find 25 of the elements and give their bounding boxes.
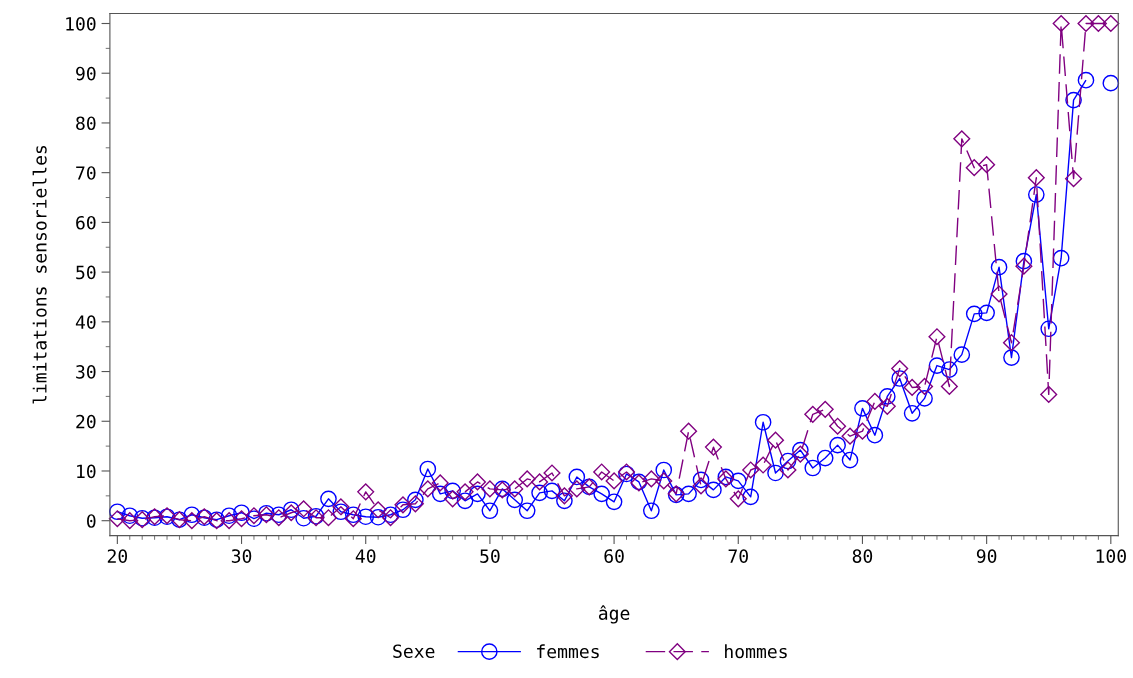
y-tick-label: 60: [76, 215, 96, 230]
y-tick-label: 10: [77, 464, 96, 479]
y-tick-label: 80: [76, 116, 96, 131]
x-tick-label: 80: [852, 549, 873, 563]
x-axis-title: âge: [598, 605, 630, 624]
x-tick-label: 70: [728, 549, 748, 563]
legend-label: femmes: [537, 644, 599, 659]
y-tick-label: 50: [76, 265, 96, 280]
y-tick-label: 100: [66, 17, 96, 31]
x-tick-label: 60: [604, 549, 624, 563]
y-tick-label: 40: [75, 315, 96, 329]
legend-label: hommes: [725, 644, 787, 659]
x-tick-label: 100: [1096, 549, 1126, 563]
y-tick-label: 0: [87, 514, 96, 528]
y-tick-label: 20: [76, 414, 96, 429]
y-tick-label: 70: [76, 166, 96, 180]
y-tick-label: 90: [76, 66, 96, 81]
y-tick-label: 30: [76, 365, 96, 379]
x-tick-label: 30: [231, 549, 252, 563]
x-tick-label: 90: [976, 549, 997, 563]
x-tick-label: 20: [107, 549, 128, 563]
x-tick-label: 50: [480, 549, 500, 563]
y-axis-title: limitations sensorielles: [32, 145, 47, 404]
x-tick-label: 40: [355, 549, 376, 563]
legend-title: Sexe: [393, 644, 435, 659]
